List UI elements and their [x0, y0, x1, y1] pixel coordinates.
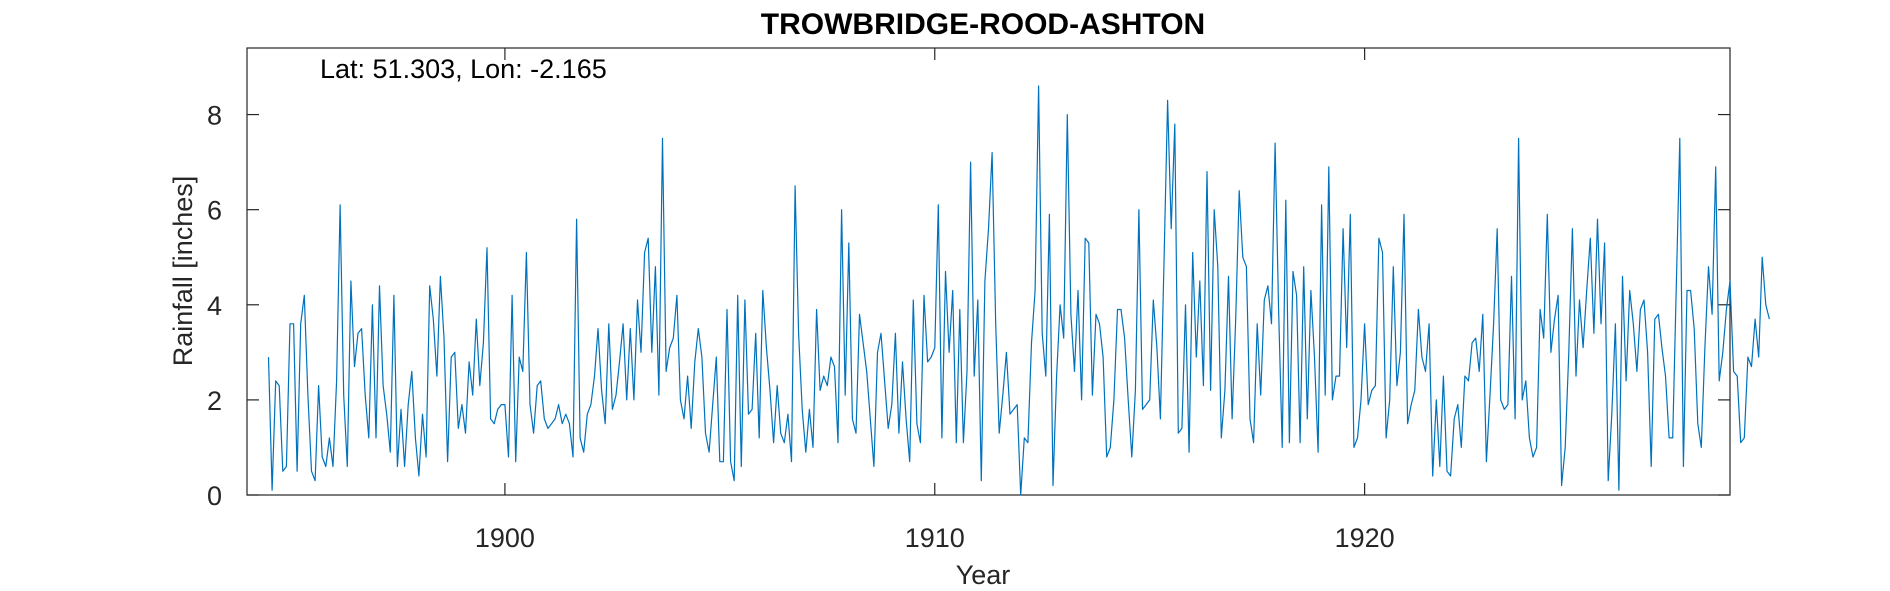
rainfall-series-line [267, 85, 1770, 496]
y-axis-label: Rainfall [inches] [168, 176, 198, 367]
y-tick-label: 2 [207, 386, 222, 416]
location-annotation: Lat: 51.303, Lon: -2.165 [320, 54, 607, 84]
x-axis-ticks: 1900 1910 1920 [475, 48, 1395, 553]
x-axis-label: Year [956, 560, 1011, 590]
x-tick-label: 1900 [475, 523, 535, 553]
y-axis-ticks: 0 2 4 6 8 [207, 101, 1730, 511]
y-tick-label: 0 [207, 481, 222, 511]
plot-area [246, 47, 1731, 496]
y-tick-label: 4 [207, 291, 222, 321]
x-tick-label: 1910 [905, 523, 965, 553]
y-tick-label: 6 [207, 196, 222, 226]
y-tick-label: 8 [207, 101, 222, 131]
x-tick-label: 1920 [1335, 523, 1395, 553]
chart-title: TROWBRIDGE-ROOD-ASHTON [761, 8, 1205, 41]
